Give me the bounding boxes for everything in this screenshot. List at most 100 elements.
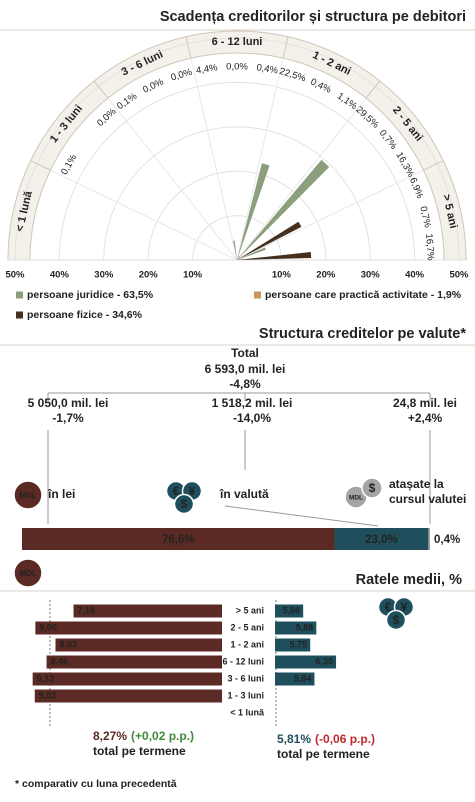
wedge bbox=[237, 255, 240, 260]
rate-label: 5,88 bbox=[296, 622, 314, 632]
tick-label: 50% bbox=[449, 270, 469, 281]
total-caption: total pe termene bbox=[93, 744, 186, 758]
value-label: 0,7% bbox=[417, 205, 433, 229]
value-label: 0,4% bbox=[256, 62, 280, 76]
value-label: 0,0% bbox=[95, 106, 119, 129]
rate-bar bbox=[275, 655, 337, 669]
rate-label: 5,84 bbox=[294, 673, 312, 683]
share-bar bbox=[428, 528, 430, 550]
category-label: 2 - 5 ani bbox=[230, 622, 264, 632]
rate-bar bbox=[46, 655, 222, 669]
category-label: 3 - 6 luni bbox=[227, 673, 264, 683]
fx-symbol: € bbox=[173, 484, 180, 498]
sector-divider bbox=[107, 97, 238, 261]
legend-swatch bbox=[16, 291, 23, 299]
tick-label: 10% bbox=[183, 270, 203, 281]
sector-divider bbox=[236, 97, 367, 261]
rate-bar bbox=[275, 621, 317, 635]
grid-arc bbox=[14, 37, 460, 261]
branch-change: -14,0% bbox=[233, 411, 271, 425]
tick-label: 40% bbox=[405, 270, 425, 281]
wedge bbox=[237, 258, 238, 260]
total-caption: total pe termene bbox=[277, 747, 370, 761]
wedge bbox=[233, 240, 237, 260]
band-divider bbox=[185, 36, 192, 59]
rate-bar bbox=[73, 604, 223, 618]
value-label: 0,0% bbox=[226, 62, 248, 73]
band-divider bbox=[30, 160, 51, 171]
tick-label: 10% bbox=[272, 270, 292, 281]
connector bbox=[224, 505, 379, 527]
value-label: 0,7% bbox=[377, 128, 399, 152]
grey-icon-symbol: $ bbox=[369, 481, 376, 495]
value-label: 22,5% bbox=[278, 66, 307, 84]
wedge bbox=[237, 252, 312, 260]
grey-icon bbox=[361, 477, 383, 499]
mdl-icon-label: MDL bbox=[19, 569, 36, 578]
tick-label: 40% bbox=[50, 270, 70, 281]
band-divider bbox=[365, 80, 381, 99]
fx-icon bbox=[173, 493, 195, 515]
share-label: 76,6% bbox=[162, 534, 195, 546]
band-divider bbox=[282, 36, 289, 59]
total-change: -4,8% bbox=[229, 377, 261, 391]
rate-bar bbox=[32, 672, 222, 686]
total-value: 6 593,0 mil. lei bbox=[205, 362, 286, 376]
rate-bar bbox=[275, 638, 311, 652]
mdl-icon bbox=[13, 480, 43, 510]
category-label: > 5 ani bbox=[236, 605, 264, 615]
rate-bar bbox=[275, 604, 304, 618]
fx-icon bbox=[385, 609, 407, 631]
legend-label: persoane juridice - 63,5% bbox=[27, 289, 154, 301]
category-label: 6 - 12 luni bbox=[212, 36, 263, 48]
share-bar bbox=[334, 528, 429, 550]
share-label: 0,4% bbox=[434, 534, 460, 546]
tick-label: 30% bbox=[361, 270, 381, 281]
rate-bar bbox=[55, 638, 223, 652]
grey-icon-label: MDL bbox=[349, 495, 363, 502]
total-label: Total bbox=[231, 346, 259, 360]
total-value: 8,27% bbox=[93, 729, 127, 743]
share-label: 23,0% bbox=[365, 534, 398, 546]
grid-arc bbox=[58, 81, 416, 261]
category-label: 1 - 2 ani bbox=[230, 639, 264, 649]
value-label: 0,1% bbox=[115, 90, 140, 112]
fx-symbol: € bbox=[385, 600, 392, 614]
fx-symbol: $ bbox=[393, 613, 400, 627]
branch-value: 24,8 mil. lei bbox=[393, 396, 457, 410]
legend-label: persoane care practică activitate - 1,9% bbox=[265, 289, 462, 301]
footnote: * comparativ cu luna precedentă bbox=[15, 778, 177, 790]
rate-label: 9,00 bbox=[39, 622, 57, 632]
mdl-icon-label: MDL bbox=[19, 491, 36, 500]
legend-label: persoane fizice - 34,6% bbox=[27, 309, 143, 321]
value-label: 0,0% bbox=[141, 76, 166, 96]
category-label: 1 - 3 luni bbox=[227, 690, 264, 700]
wedge bbox=[237, 257, 240, 260]
band-divider bbox=[93, 80, 109, 99]
branch-change: +2,4% bbox=[408, 411, 443, 425]
legend-swatch bbox=[16, 311, 23, 319]
branch-change: -1,7% bbox=[52, 411, 84, 425]
branch-value: 1 518,2 mil. lei bbox=[212, 396, 293, 410]
sector-divider bbox=[236, 58, 284, 261]
total-change: (+0,02 p.p.) bbox=[131, 729, 194, 743]
value-label: 16,7% bbox=[423, 233, 436, 261]
grid-arc bbox=[103, 126, 371, 261]
sector-divider bbox=[50, 169, 238, 261]
fx-symbol: $ bbox=[181, 497, 188, 511]
total-text: 8,27% (+0,02 p.p.) bbox=[93, 729, 194, 743]
value-label: 6,9% bbox=[407, 176, 425, 201]
branch-label: în valută bbox=[219, 487, 269, 501]
rate-bar bbox=[34, 689, 223, 703]
tick-label: 20% bbox=[316, 270, 336, 281]
currency-title: Structura creditelor pe valute* bbox=[259, 326, 466, 342]
wedge bbox=[237, 221, 302, 260]
value-label: 0,0% bbox=[170, 67, 194, 84]
fx-symbol: ¥ bbox=[189, 484, 196, 498]
wedge bbox=[237, 163, 270, 260]
value-label: 0,1% bbox=[59, 152, 80, 177]
total-value: 5,81% bbox=[277, 732, 311, 746]
fx-symbol: ¥ bbox=[401, 600, 408, 614]
